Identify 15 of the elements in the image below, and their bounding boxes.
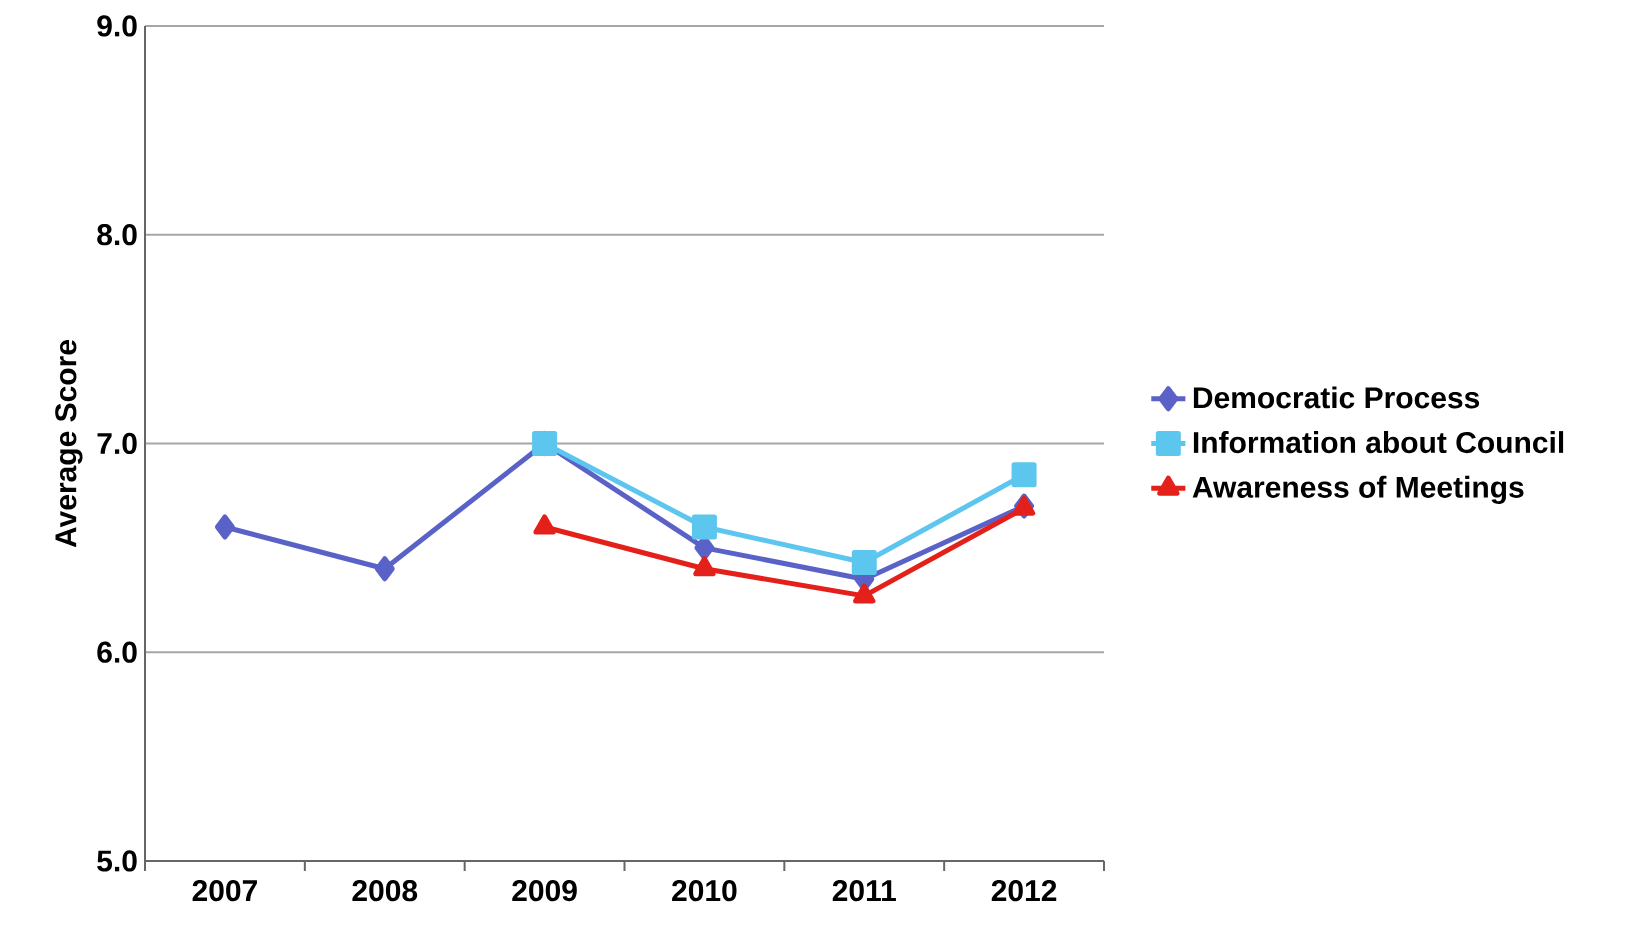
legend-label: Democratic Process: [1193, 386, 1480, 409]
y-tick-label: 9.0: [97, 15, 137, 37]
legend-label: Awareness of Meetings: [1192, 475, 1524, 504]
y-tick-label: 7.0: [97, 432, 137, 455]
x-tick-label: 2011: [832, 880, 896, 902]
y-tick-label: 5.0: [97, 850, 137, 872]
y-tick-label: 6.0: [97, 641, 137, 663]
y-tick-label: 8.0: [97, 224, 137, 246]
x-tick-label: 2009: [512, 880, 577, 902]
x-tick-label: 2007: [192, 880, 257, 902]
x-tick-label: 2010: [672, 880, 737, 902]
legend-label: Information about Council: [1193, 431, 1564, 454]
y-axis-title: Average Score: [55, 340, 83, 548]
x-tick-label: 2008: [352, 880, 418, 902]
x-tick-label: 2012: [991, 880, 1057, 902]
